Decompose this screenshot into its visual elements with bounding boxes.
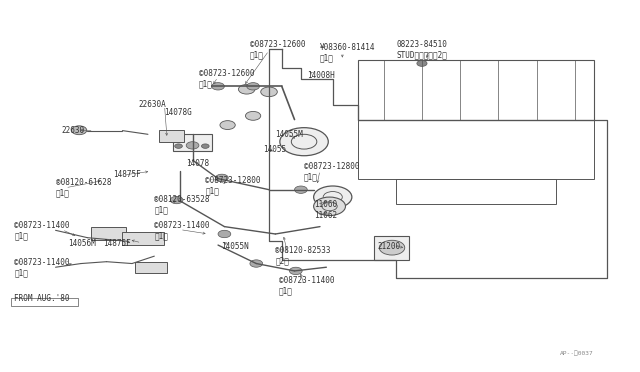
Text: ¥08360-81414
（1）: ¥08360-81414 （1） bbox=[320, 44, 376, 63]
Text: ©08723-12800
（1）: ©08723-12800 （1） bbox=[205, 176, 261, 196]
Circle shape bbox=[246, 112, 260, 120]
Text: ©08723-11400
（1）: ©08723-11400 （1） bbox=[14, 221, 70, 240]
Text: ®08120-63528
（1）: ®08120-63528 （1） bbox=[154, 195, 210, 214]
Text: ©08723-12600
（1）: ©08723-12600 （1） bbox=[250, 40, 305, 59]
Bar bbox=[358, 119, 594, 179]
Text: 14078: 14078 bbox=[186, 159, 209, 169]
Circle shape bbox=[212, 83, 225, 90]
Circle shape bbox=[246, 83, 259, 90]
Circle shape bbox=[260, 87, 277, 97]
Text: ©08723-11400
（1）: ©08723-11400 （1） bbox=[154, 221, 210, 240]
Text: 14008H: 14008H bbox=[307, 71, 335, 80]
Circle shape bbox=[314, 186, 352, 208]
Text: 14055: 14055 bbox=[262, 145, 286, 154]
Text: 14078G: 14078G bbox=[164, 108, 191, 117]
Circle shape bbox=[250, 260, 262, 267]
Circle shape bbox=[218, 230, 231, 238]
Text: 14875F: 14875F bbox=[103, 239, 131, 248]
Circle shape bbox=[289, 267, 302, 275]
Text: FROM AUG.'80: FROM AUG.'80 bbox=[14, 294, 70, 303]
Bar bbox=[122, 232, 164, 245]
Text: 21200: 21200 bbox=[378, 243, 401, 251]
Bar bbox=[159, 130, 184, 142]
Bar bbox=[358, 61, 594, 119]
Circle shape bbox=[220, 121, 236, 129]
Circle shape bbox=[186, 142, 199, 149]
Text: 14055M: 14055M bbox=[275, 130, 303, 139]
Text: 11060: 11060 bbox=[314, 200, 337, 209]
Text: ©08723-11400
（1）: ©08723-11400 （1） bbox=[278, 276, 334, 295]
Circle shape bbox=[294, 186, 307, 193]
Text: ©08723-12800
（1）: ©08723-12800 （1） bbox=[304, 161, 360, 181]
Bar bbox=[135, 262, 167, 273]
Text: ®08120-61628
（1）: ®08120-61628 （1） bbox=[56, 178, 111, 198]
Circle shape bbox=[175, 144, 182, 148]
Bar bbox=[396, 179, 556, 205]
Text: ©08723-11400
（1）: ©08723-11400 （1） bbox=[14, 257, 70, 277]
Circle shape bbox=[417, 61, 427, 66]
Text: 22630A: 22630A bbox=[138, 100, 166, 109]
Text: AP-·）0037: AP-·）0037 bbox=[560, 350, 594, 356]
Text: 14056M: 14056M bbox=[68, 239, 96, 248]
Bar bbox=[11, 298, 78, 306]
Circle shape bbox=[380, 240, 404, 255]
Text: ©08723-12600
（1）: ©08723-12600 （1） bbox=[199, 69, 255, 89]
Text: 11062: 11062 bbox=[314, 211, 337, 220]
Circle shape bbox=[170, 196, 183, 204]
Text: 08223-84510
STUDスタッド（2）: 08223-84510 STUDスタッド（2） bbox=[396, 40, 447, 59]
Text: 14055N: 14055N bbox=[221, 243, 249, 251]
Circle shape bbox=[239, 84, 255, 94]
Text: 22630: 22630 bbox=[62, 126, 85, 135]
Circle shape bbox=[314, 197, 346, 215]
Text: ®08120-82533
（2）: ®08120-82533 （2） bbox=[275, 247, 331, 266]
Circle shape bbox=[280, 128, 328, 156]
Circle shape bbox=[216, 174, 228, 182]
Bar bbox=[173, 134, 212, 151]
Text: 14875F: 14875F bbox=[113, 170, 141, 179]
Circle shape bbox=[202, 144, 209, 148]
Bar bbox=[374, 236, 409, 260]
Bar bbox=[91, 227, 125, 240]
Circle shape bbox=[72, 126, 87, 135]
